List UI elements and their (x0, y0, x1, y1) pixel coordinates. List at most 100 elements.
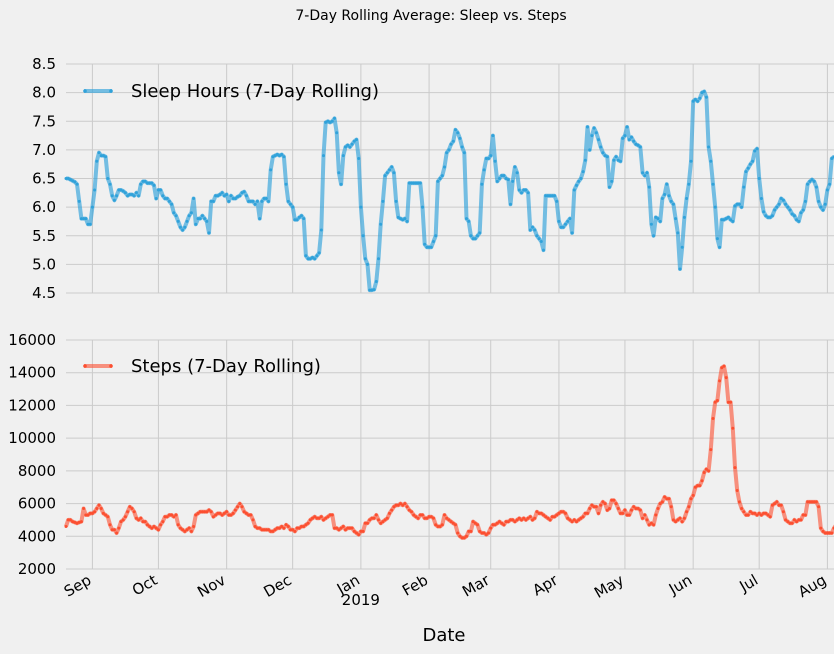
steps-data-point (317, 516, 321, 520)
sleep-data-point (392, 171, 396, 175)
steps-data-point (506, 520, 510, 524)
steps-data-point (799, 518, 803, 522)
sleep-data-point (412, 181, 416, 185)
steps-data-point (366, 521, 369, 525)
steps-data-point (619, 511, 622, 515)
steps-y-tick-label: 12000 (8, 396, 56, 414)
steps-data-point (280, 525, 284, 528)
steps-data-point (641, 516, 645, 520)
steps-data-point (143, 520, 147, 524)
sleep-data-point (476, 234, 479, 238)
sleep-data-point (601, 151, 605, 155)
sleep-data-point (88, 222, 92, 226)
sleep-data-point (264, 197, 268, 200)
sleep-data-point (495, 179, 499, 183)
steps-data-point (817, 505, 821, 509)
sleep-data-point (671, 202, 675, 206)
steps-data-point (244, 511, 248, 515)
steps-data-point (407, 508, 411, 512)
sleep-data-point (183, 225, 187, 229)
steps-data-point (597, 511, 600, 515)
steps-data-point (544, 515, 548, 519)
steps-data-point (374, 513, 378, 517)
steps-data-point (579, 516, 583, 520)
sleep-data-point (112, 198, 116, 202)
steps-data-point (326, 515, 330, 519)
sleep-data-point (211, 199, 215, 203)
sleep-data-point (817, 199, 821, 203)
steps-data-point (526, 516, 530, 520)
sleep-data-point (86, 222, 90, 226)
steps-data-point (473, 521, 477, 525)
sleep-data-point (819, 205, 823, 209)
sleep-data-point (502, 174, 506, 178)
steps-data-point (390, 508, 394, 512)
sleep-data-point (311, 256, 314, 259)
sleep-data-point (374, 280, 378, 283)
steps-data-point (828, 531, 832, 535)
steps-data-point (465, 534, 468, 538)
sleep-legend-marker (109, 89, 113, 93)
steps-data-point (346, 526, 350, 530)
steps-data-point (322, 518, 325, 522)
sleep-data-point (454, 128, 457, 132)
sleep-data-point (610, 179, 614, 183)
sleep-data-point (779, 197, 783, 200)
sleep-data-point (126, 194, 130, 198)
sleep-y-tick-label: 6.0 (32, 198, 56, 216)
steps-legend-marker (83, 364, 87, 368)
sleep-data-point (251, 199, 255, 203)
steps-data-point (253, 525, 257, 528)
steps-data-point (649, 521, 653, 525)
x-tick-label: Oct (129, 571, 161, 600)
sleep-data-point (517, 188, 521, 192)
sleep-data-point (95, 159, 99, 163)
sleep-data-point (222, 194, 226, 198)
sleep-data-point (577, 179, 581, 183)
steps-data-point (502, 523, 506, 527)
sleep-data-point (733, 204, 737, 208)
steps-data-point (348, 526, 352, 530)
sleep-data-point (572, 188, 576, 192)
steps-data-point (537, 511, 541, 515)
steps-data-point (209, 510, 213, 514)
steps-data-point (93, 510, 97, 514)
steps-data-point (427, 515, 431, 519)
steps-data-point (740, 507, 744, 510)
steps-data-point (498, 520, 501, 524)
steps-data-point (128, 505, 132, 509)
sleep-data-point (786, 205, 790, 209)
steps-data-point (399, 502, 402, 506)
sleep-data-point (414, 181, 418, 185)
sleep-legend-label: Sleep Hours (7-Day Rolling) (131, 81, 379, 102)
steps-data-point (183, 529, 187, 533)
x-tick-label: Sep (61, 571, 94, 601)
steps-data-point (689, 497, 693, 501)
steps-data-point (467, 529, 471, 533)
steps-data-point (200, 510, 204, 514)
sleep-data-point (416, 181, 420, 185)
sleep-data-point (440, 174, 444, 178)
sleep-data-point (64, 177, 68, 180)
steps-y-tick-label: 4000 (18, 527, 56, 545)
steps-data-point (247, 513, 251, 517)
steps-data-point (786, 520, 790, 524)
steps-data-point (159, 523, 163, 527)
steps-data-point (495, 521, 499, 525)
sleep-data-point (797, 219, 801, 223)
sleep-y-tick-label: 8.5 (32, 55, 56, 73)
steps-data-point (300, 525, 303, 528)
steps-data-point (359, 529, 363, 533)
steps-data-point (654, 513, 658, 517)
sleep-data-point (423, 242, 427, 246)
steps-series-points (64, 364, 834, 540)
steps-data-point (262, 528, 266, 532)
sleep-data-point (167, 199, 171, 203)
steps-data-point (255, 526, 259, 530)
steps-data-point (293, 529, 297, 533)
sleep-data-point (396, 215, 400, 219)
sleep-data-point (773, 208, 777, 212)
sleep-data-point (678, 267, 682, 271)
steps-data-point (423, 516, 427, 520)
x-tick-label: Jul (736, 571, 762, 596)
